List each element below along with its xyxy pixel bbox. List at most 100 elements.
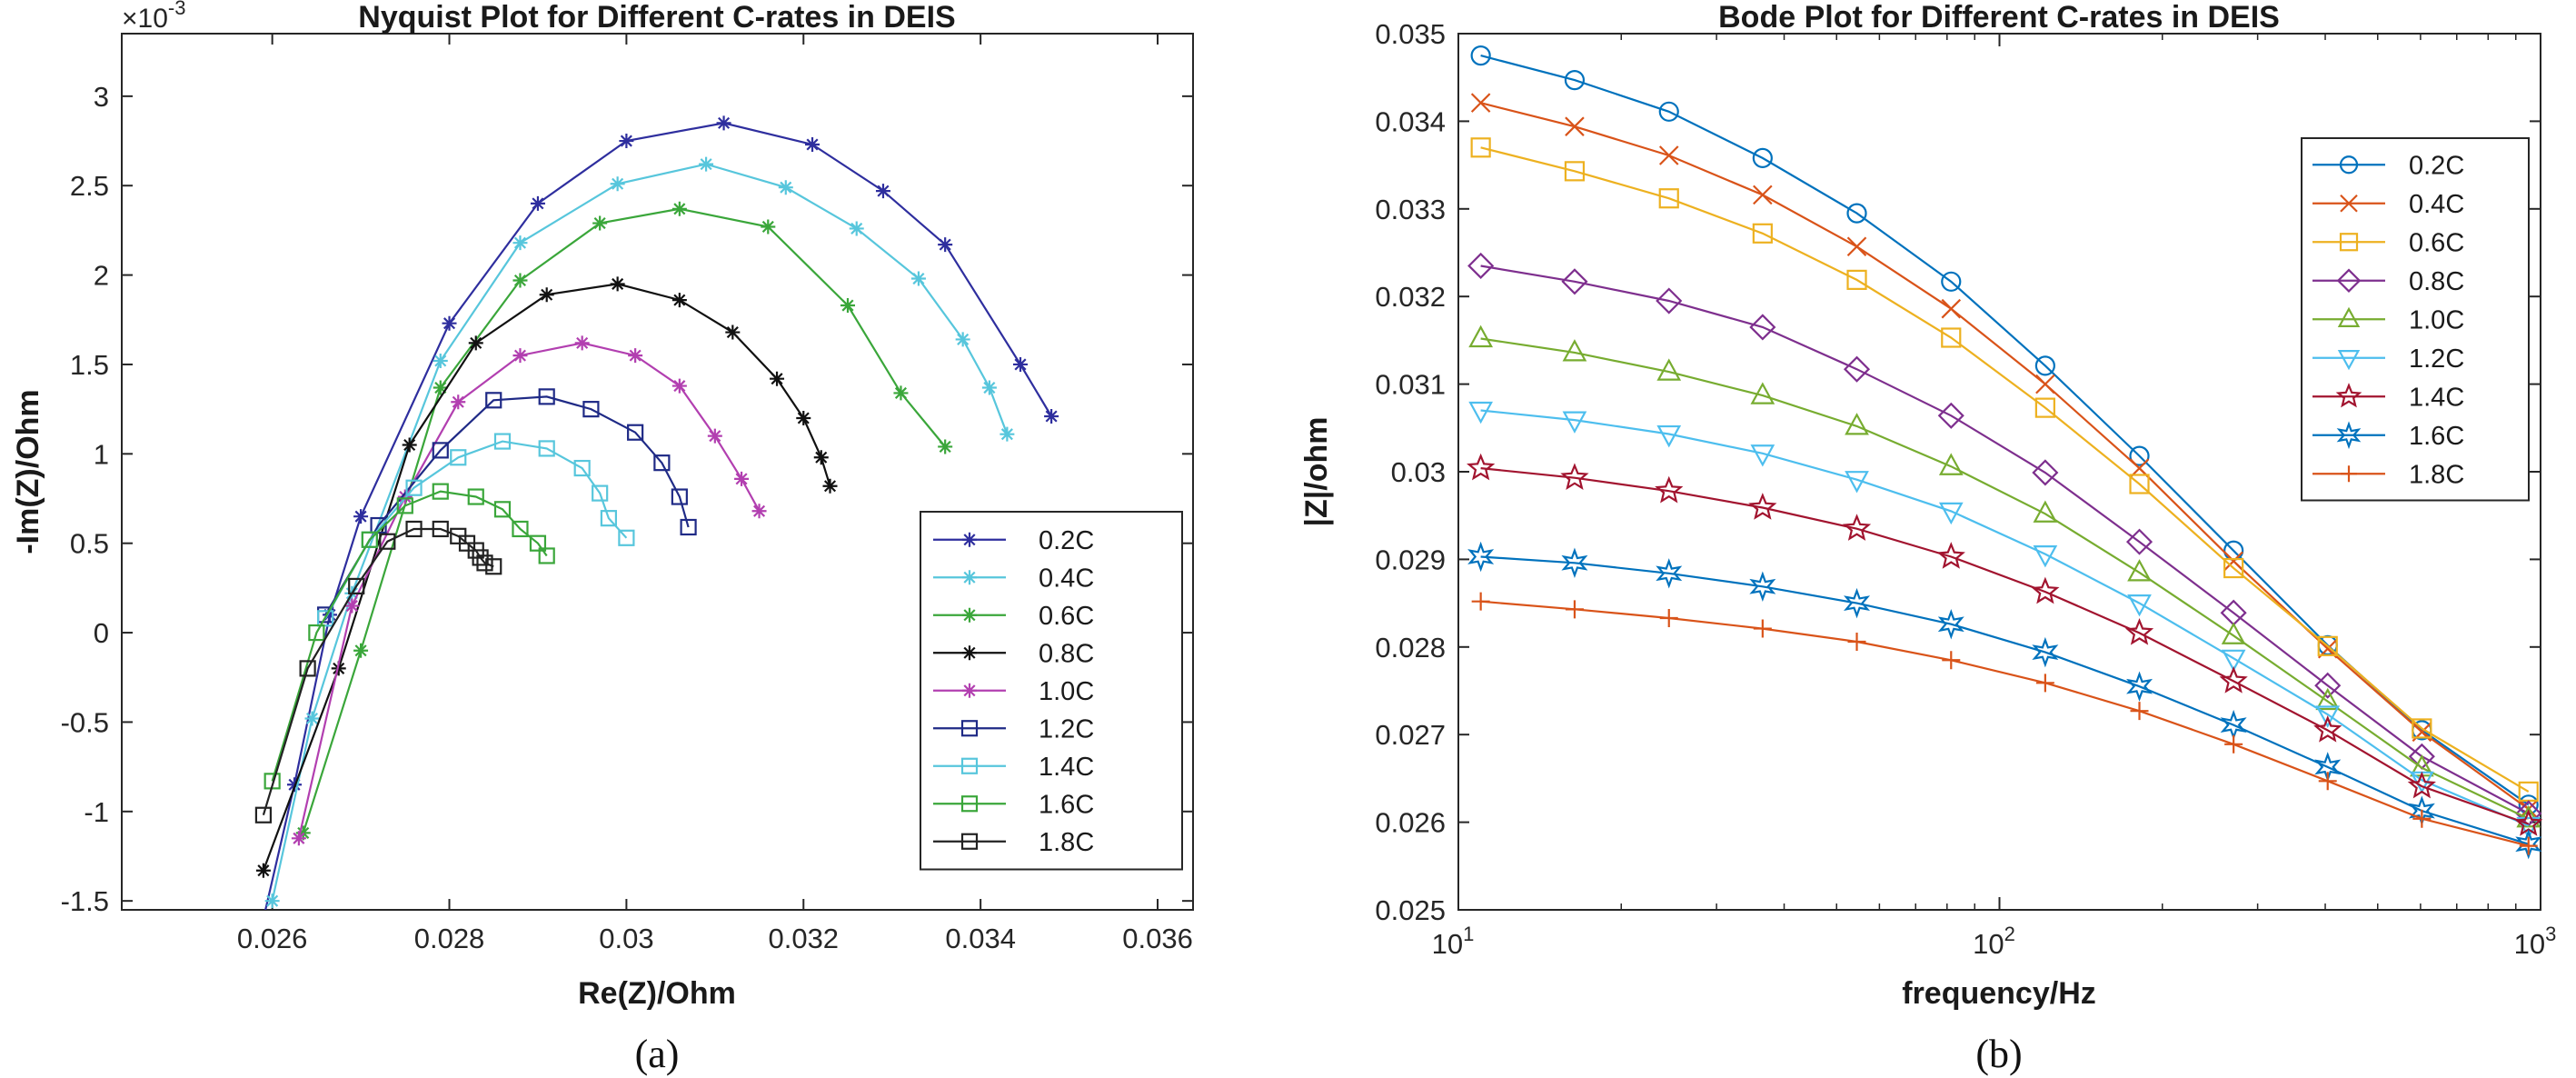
legend-label: 1.2C <box>1039 714 1094 744</box>
legend-entry: 1.0C <box>2312 305 2464 334</box>
legend-label: 1.0C <box>2409 305 2464 334</box>
data-point <box>1656 358 1682 381</box>
data-point <box>1938 502 1964 525</box>
data-point <box>472 549 489 566</box>
data-point <box>467 488 484 505</box>
data-point <box>805 136 821 152</box>
tick-base: 10 <box>2514 928 2545 960</box>
y-tick-label: 0.029 <box>1375 544 1446 575</box>
y-tick-label: 0 <box>94 617 109 649</box>
nyquist-series <box>254 115 1059 910</box>
x-tick-label: 0.032 <box>768 923 839 954</box>
data-point <box>432 520 449 538</box>
legend-marker <box>962 607 977 623</box>
legend-label: 0.6C <box>1039 602 1094 631</box>
data-point <box>1844 587 1871 619</box>
y-tick-label: 2.5 <box>70 170 109 202</box>
data-point <box>1846 269 1867 290</box>
legend-marker <box>960 720 979 737</box>
data-point <box>770 371 785 386</box>
legend-marker <box>962 645 977 661</box>
legend-label: 0.8C <box>1039 639 1094 668</box>
data-point <box>938 237 953 253</box>
data-point <box>610 176 625 192</box>
data-point <box>538 388 555 405</box>
series-1.8C <box>254 520 502 823</box>
tick-exponent: 1 <box>1463 923 1474 945</box>
legend-entry: 0.2C <box>2312 151 2464 180</box>
legend-entry: 0.8C <box>933 639 1094 668</box>
data-point <box>512 520 529 538</box>
legend-label: 1.2C <box>2409 344 2464 374</box>
data-point <box>2130 702 2149 721</box>
nyquist-x-axis-label: Re(Z)/Ohm <box>578 976 736 1011</box>
data-point <box>618 529 635 546</box>
data-point <box>778 180 793 195</box>
bode-panel: Bode Plot for Different C-rates in DEIS … <box>1299 0 2556 1076</box>
y-tick-label: -1 <box>84 796 109 828</box>
x-tick-label: 0.026 <box>237 923 308 954</box>
data-point <box>573 459 591 477</box>
x-tick-label: 101 <box>1432 923 1475 960</box>
data-point <box>1560 463 1589 491</box>
legend-marker <box>2337 306 2361 327</box>
legend-marker <box>960 833 979 850</box>
legend-label: 1.4C <box>1039 753 1094 782</box>
data-point <box>255 863 271 878</box>
data-point <box>1470 45 1491 66</box>
legend-label: 1.6C <box>2409 422 2464 451</box>
legend-entry: 1.6C <box>2312 421 2464 451</box>
data-point <box>1752 223 1773 244</box>
data-point <box>671 293 687 308</box>
legend-label: 1.0C <box>1039 677 1094 706</box>
data-point <box>1659 608 1678 627</box>
data-point <box>2313 714 2342 743</box>
nyquist-y-axis-label: -Im(Z)/Ohm <box>11 389 45 554</box>
data-point <box>610 276 625 292</box>
data-point <box>1749 571 1776 603</box>
legend-entry: 0.6C <box>933 602 1094 631</box>
y-tick-label: 0.025 <box>1375 894 1446 926</box>
data-point <box>1467 453 1496 481</box>
data-point <box>396 497 413 514</box>
data-point <box>796 410 811 425</box>
y-tick-label: 0.031 <box>1375 369 1446 401</box>
bode-series <box>1467 45 2543 860</box>
legend-label: 1.6C <box>1039 790 1094 819</box>
data-point <box>538 547 555 564</box>
data-point <box>1467 252 1495 280</box>
nyquist-legend: 0.2C 0.4C 0.6C 0.8C 1.0C 1.2C 1.4C 1.6C 1.8C <box>920 511 1183 871</box>
data-point <box>840 298 855 314</box>
data-point <box>592 215 608 231</box>
legend-marker <box>960 757 979 774</box>
data-point <box>2034 397 2055 418</box>
series-line <box>1480 600 2529 847</box>
legend-entry: 0.4C <box>2312 190 2464 219</box>
data-point <box>671 488 688 505</box>
series-line <box>324 395 690 615</box>
y-tick-label: 0.5 <box>70 528 109 560</box>
data-point <box>432 483 449 500</box>
data-point <box>1470 137 1491 158</box>
x-tick-label: 0.036 <box>1122 923 1193 954</box>
data-point <box>353 643 369 658</box>
series-0.6C <box>1470 137 2539 802</box>
series-1.4C <box>1467 453 2543 836</box>
legend-entry: 1.6C <box>933 790 1094 819</box>
data-point <box>2519 836 2538 855</box>
data-point <box>628 348 643 364</box>
data-point <box>493 501 512 518</box>
data-point <box>402 437 417 453</box>
data-point <box>582 401 600 418</box>
data-point <box>1471 592 1490 611</box>
data-point <box>1936 542 1965 569</box>
series-1.6C <box>1467 541 2542 860</box>
legend-entry: 1.2C <box>933 714 1094 744</box>
data-point <box>761 219 776 235</box>
data-point <box>725 324 741 340</box>
exponent-power: -3 <box>168 0 186 19</box>
data-point <box>405 479 423 496</box>
series-line <box>1480 467 2530 825</box>
data-point <box>1937 609 1964 640</box>
